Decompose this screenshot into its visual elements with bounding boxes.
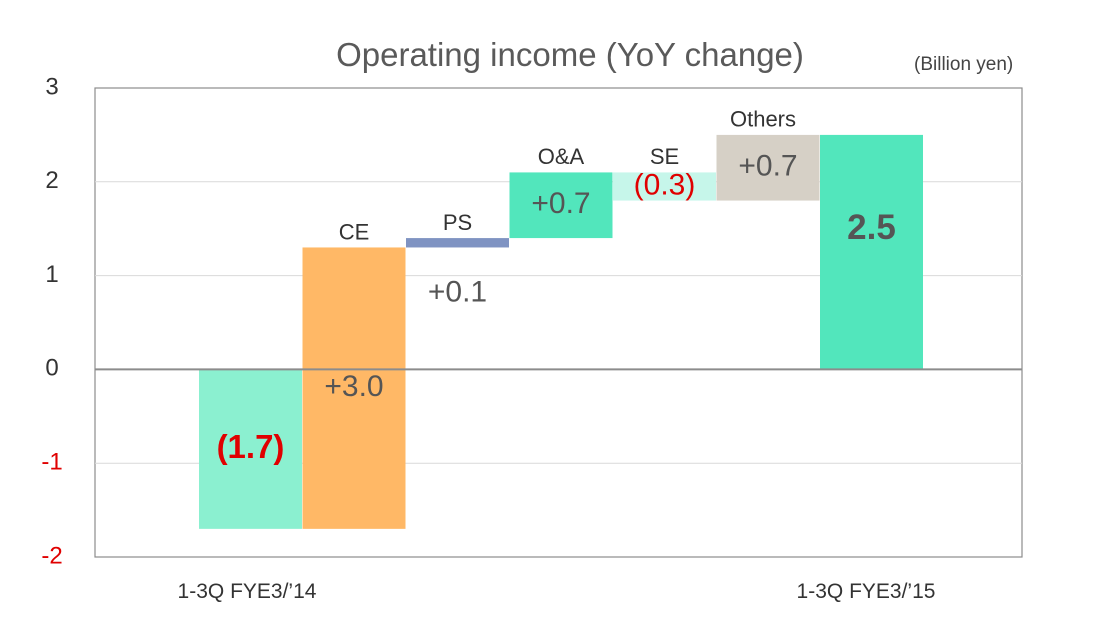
y-tick-label: -2	[41, 542, 62, 569]
waterfall-bar	[302, 247, 406, 529]
bar-value-label: (0.3)	[634, 168, 696, 201]
step-name-label: PS	[443, 210, 472, 235]
waterfall-bar	[613, 172, 716, 201]
bar-value-label: +3.0	[324, 370, 383, 403]
y-tick-label: -1	[41, 449, 62, 476]
step-name-label: O&A	[538, 144, 585, 169]
waterfall-bar	[199, 369, 302, 529]
step-name-label: Others	[730, 107, 796, 132]
bar-value-label: 2.5	[847, 208, 896, 247]
category-label-end: 1-3Q FYE3/’15	[796, 580, 936, 603]
waterfall-bar	[509, 172, 613, 239]
bar-value-label: +0.1	[428, 275, 487, 308]
y-tick-label: 0	[45, 355, 58, 382]
chart-title: Operating income (YoY change)	[336, 36, 804, 73]
y-tick-label: 2	[45, 167, 58, 194]
y-tick-label: 1	[45, 261, 58, 288]
bar-value-label: +0.7	[531, 187, 590, 220]
bar-value-label: +0.7	[738, 150, 797, 183]
unit-label: (Billion yen)	[914, 54, 1014, 75]
waterfall-bar	[716, 134, 820, 201]
bar-value-label: (1.7)	[217, 428, 285, 465]
step-name-label: SE	[650, 144, 679, 169]
y-tick-label: 3	[45, 73, 58, 100]
waterfall-bar	[406, 238, 509, 248]
waterfall-bar	[820, 134, 923, 370]
step-name-label: CE	[339, 219, 370, 244]
plot-frame	[94, 87, 1023, 558]
category-label-start: 1-3Q FYE3/’14	[177, 580, 317, 603]
